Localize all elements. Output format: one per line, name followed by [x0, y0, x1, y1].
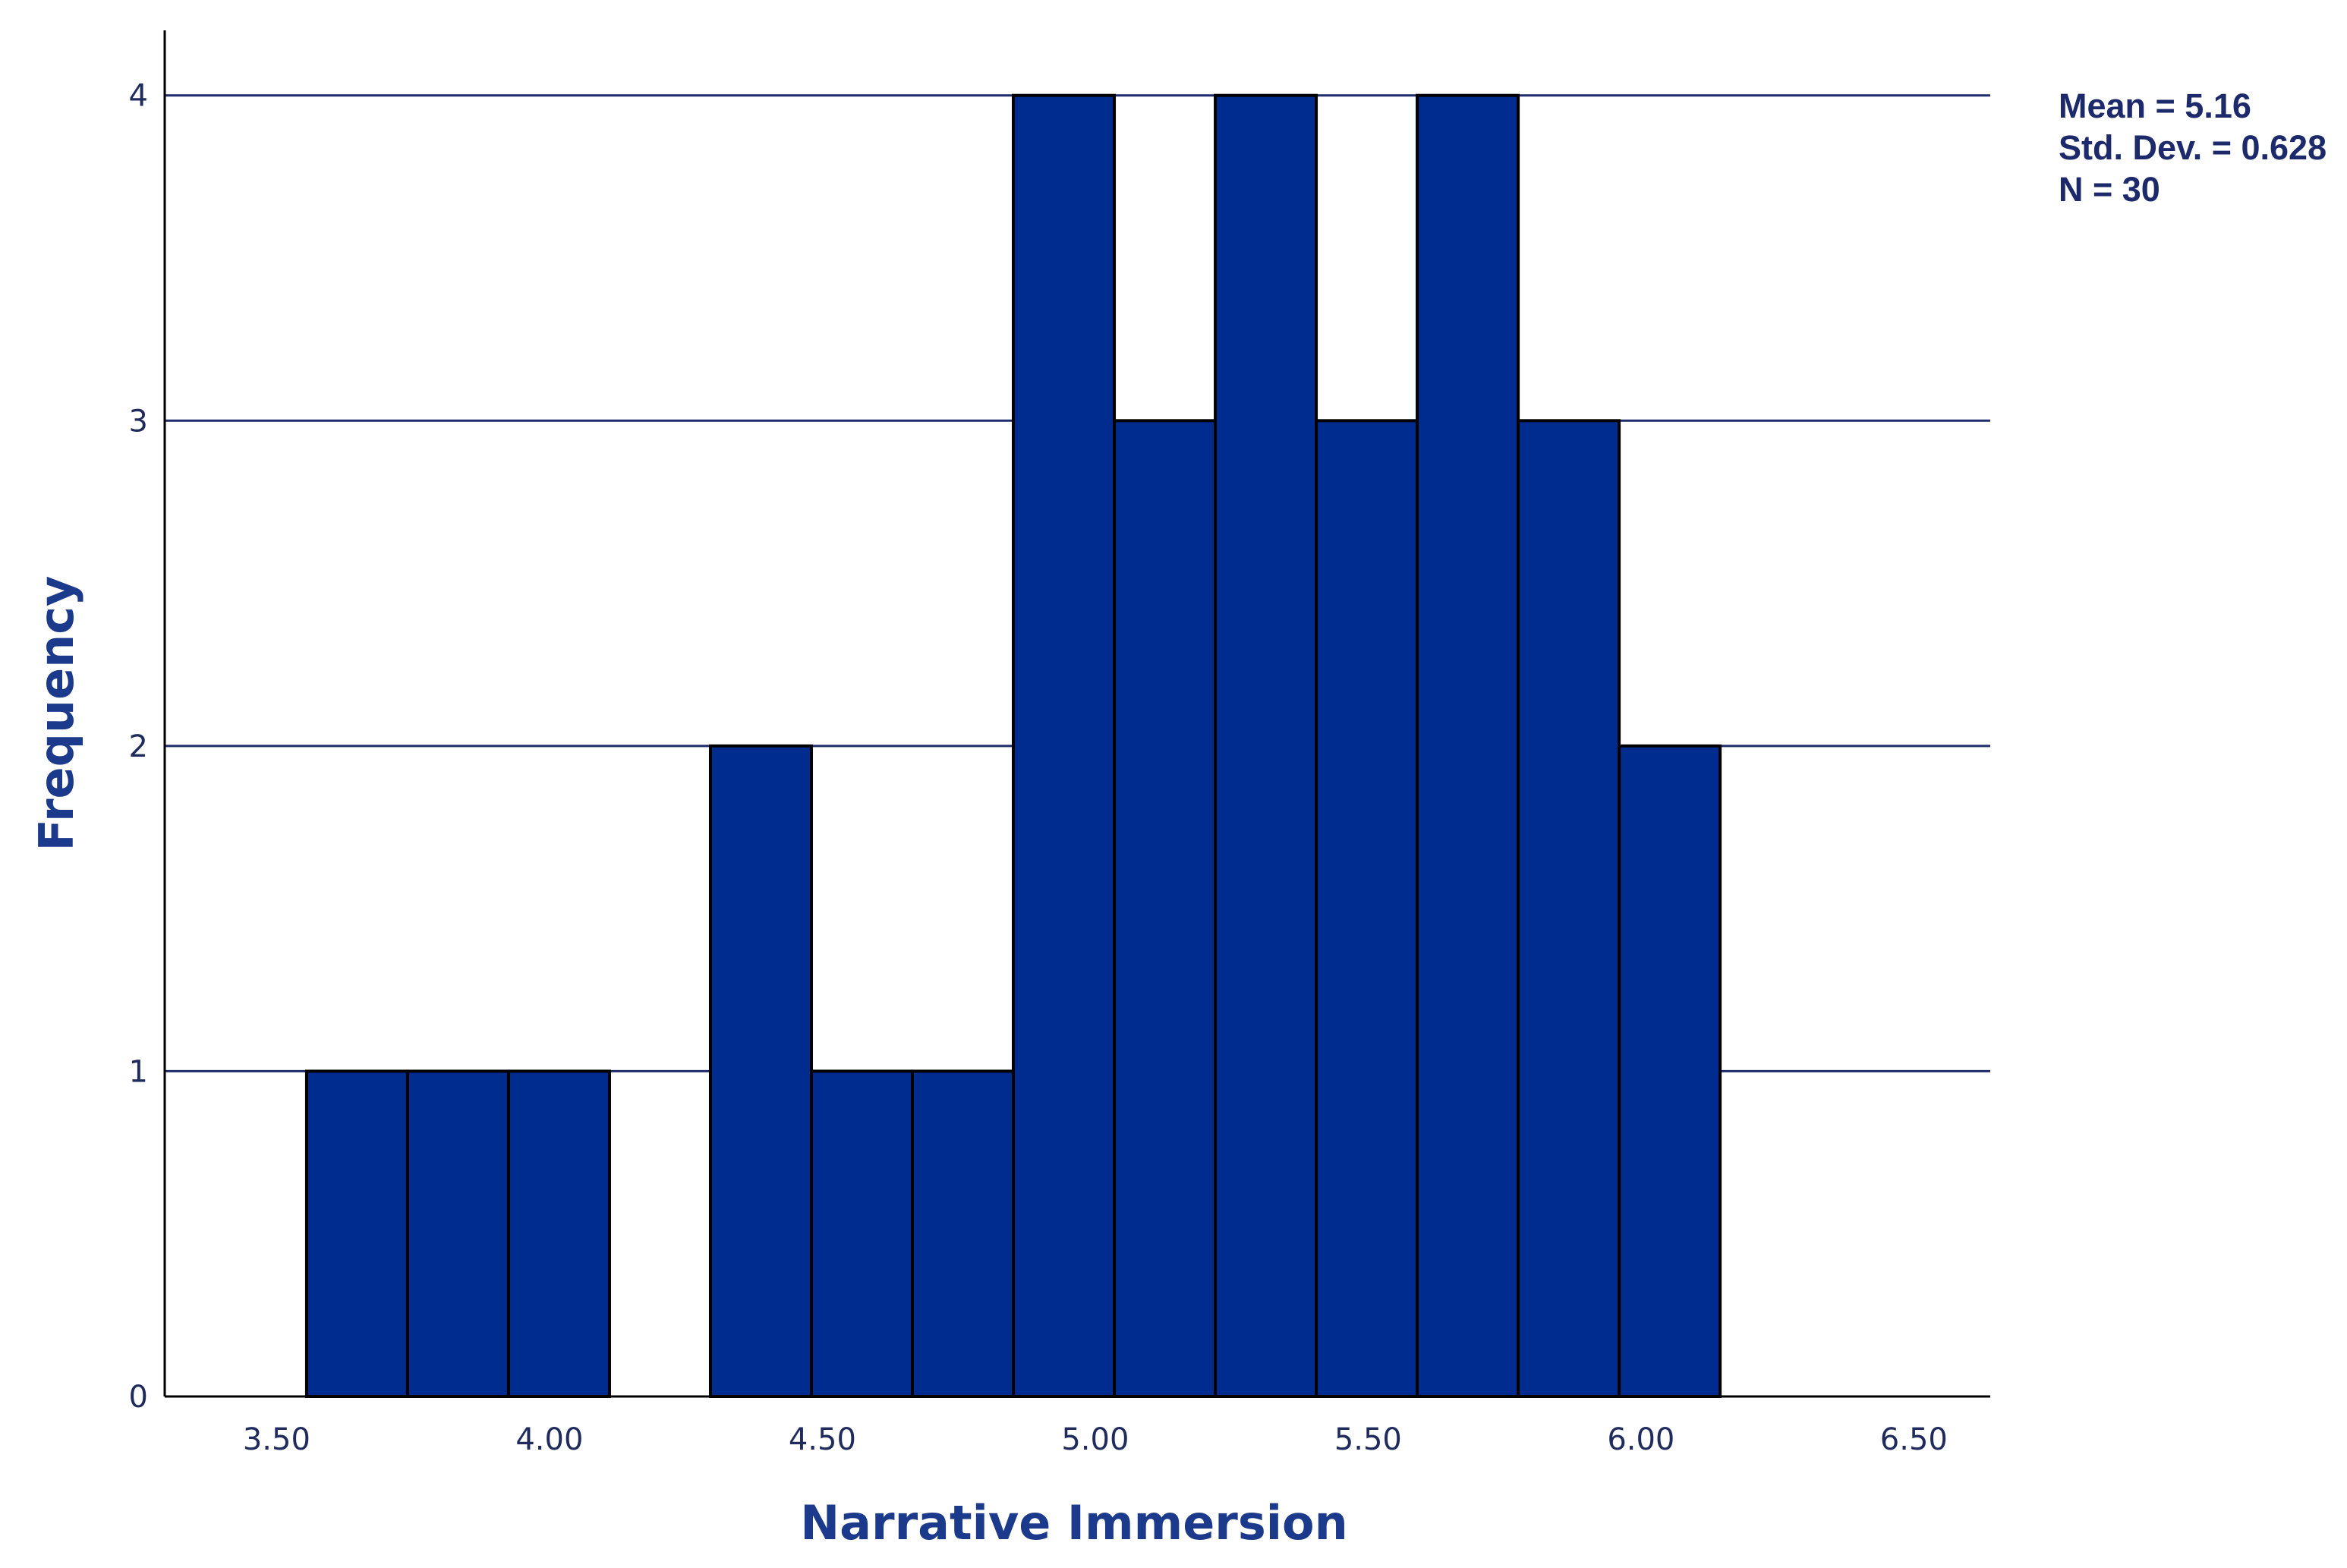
axes: [163, 30, 1990, 1398]
histogram-bar-5: [708, 744, 813, 1398]
tick-labels: 3.50 4.00 4.50 5.00 5.50 6.00 6.50 0 1 2 3 4: [129, 79, 1948, 1457]
histogram-bar-9: [1113, 419, 1218, 1398]
histogram-bar-11: [1315, 419, 1419, 1398]
n-stat: N = 30: [2059, 170, 2160, 209]
x-tick-label-5.00: 5.00: [1061, 1422, 1129, 1457]
x-tick-label-4.00: 4.00: [515, 1422, 583, 1457]
x-tick-label-6.00: 6.00: [1607, 1422, 1674, 1457]
histogram-bar-3: [506, 1069, 611, 1399]
x-axis-title: Narrative Immersion: [800, 1495, 1347, 1551]
y-tick-label-4: 4: [129, 79, 148, 114]
histogram-bars: [304, 93, 1722, 1399]
y-tick-label-3: 3: [129, 404, 148, 439]
histogram-bar-14: [1618, 744, 1722, 1398]
statistics-legend: Mean = 5.16 Std. Dev. = 0.628 N = 30: [2059, 85, 2327, 210]
histogram-bar-12: [1416, 93, 1520, 1399]
histogram-bar-2: [405, 1069, 510, 1399]
histogram-bar-7: [911, 1069, 1016, 1399]
histogram-bar-8: [1012, 93, 1117, 1399]
y-axis-title: Frequency: [29, 576, 84, 852]
histogram-bar-6: [809, 1069, 915, 1399]
mean-stat: Mean = 5.16: [2059, 87, 2251, 125]
y-tick-label-2: 2: [129, 729, 148, 764]
histogram-bar-10: [1214, 93, 1318, 1399]
y-tick-label-1: 1: [129, 1054, 148, 1089]
histogram-bar-1: [304, 1069, 409, 1399]
y-tick-label-0: 0: [129, 1380, 148, 1415]
x-tick-label-5.50: 5.50: [1334, 1422, 1402, 1457]
histogram-bar-13: [1517, 419, 1621, 1398]
x-tick-label-4.50: 4.50: [789, 1422, 856, 1457]
x-tick-label-3.50: 3.50: [243, 1422, 310, 1457]
x-tick-label-6.50: 6.50: [1880, 1422, 1948, 1457]
std-dev-stat: Std. Dev. = 0.628: [2059, 128, 2327, 167]
